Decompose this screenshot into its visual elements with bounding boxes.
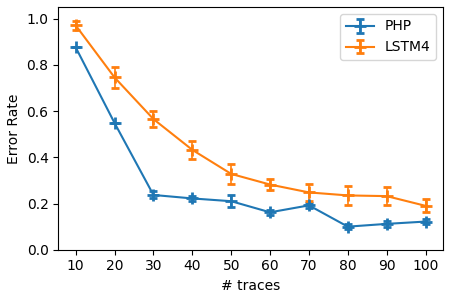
- Y-axis label: Error Rate: Error Rate: [7, 93, 21, 164]
- X-axis label: # traces: # traces: [221, 279, 280, 293]
- Legend: PHP, LSTM4: PHP, LSTM4: [340, 14, 436, 60]
